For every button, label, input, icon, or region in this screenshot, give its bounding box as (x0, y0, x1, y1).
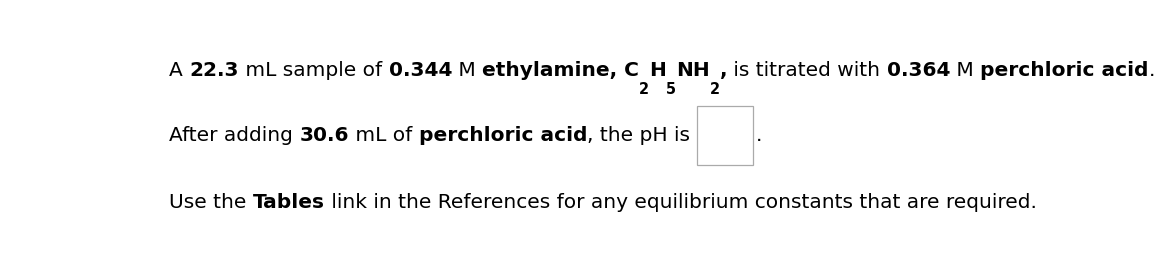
Text: , the pH is: , the pH is (587, 126, 696, 145)
Text: 2: 2 (710, 82, 720, 97)
Text: .: . (1148, 61, 1155, 80)
Bar (696, 106, 754, 165)
Text: mL of: mL of (349, 126, 419, 145)
Text: M: M (950, 61, 980, 80)
Text: NH: NH (676, 61, 710, 80)
Text: 2: 2 (639, 82, 649, 97)
Text: 22.3: 22.3 (190, 61, 239, 80)
Text: 5: 5 (666, 82, 676, 97)
Text: mL sample of: mL sample of (239, 61, 389, 80)
Text: perchloric acid: perchloric acid (419, 126, 587, 145)
Text: 30.6: 30.6 (299, 126, 349, 145)
Text: Tables: Tables (254, 193, 325, 212)
Text: .: . (756, 126, 762, 145)
Text: Use the: Use the (169, 193, 254, 212)
Text: M: M (452, 61, 483, 80)
Text: is titrated with: is titrated with (727, 61, 886, 80)
Text: 0.364: 0.364 (886, 61, 950, 80)
Text: After adding: After adding (169, 126, 299, 145)
Text: A: A (169, 61, 190, 80)
Text: ,: , (720, 61, 727, 80)
Text: ethylamine, C: ethylamine, C (483, 61, 639, 80)
Text: H: H (649, 61, 666, 80)
Text: 0.344: 0.344 (389, 61, 452, 80)
Text: perchloric acid: perchloric acid (980, 61, 1148, 80)
Text: link in the References for any equilibrium constants that are required.: link in the References for any equilibri… (325, 193, 1037, 212)
